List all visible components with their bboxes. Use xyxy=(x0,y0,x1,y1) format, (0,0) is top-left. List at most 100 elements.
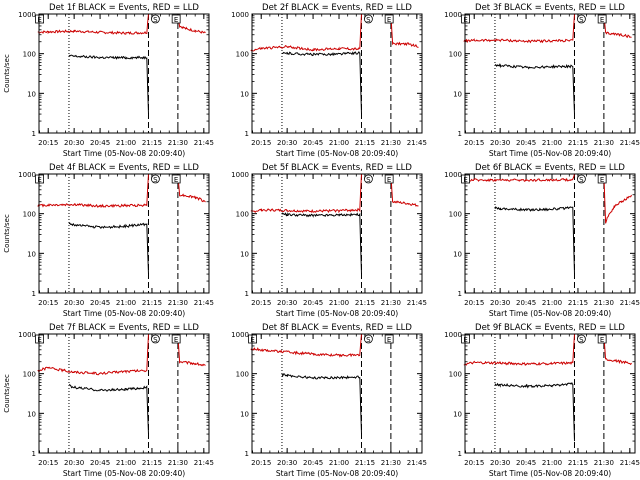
x-tick-label: 21:00 xyxy=(116,459,136,467)
annotation-label: E xyxy=(37,16,41,24)
y-tick-label: 1 xyxy=(32,290,36,298)
annotation-label: E xyxy=(37,336,41,344)
x-tick-label: 20:15 xyxy=(38,299,58,307)
annotation-label: E xyxy=(463,336,467,344)
annotation-label: E xyxy=(250,336,254,344)
series-line-black xyxy=(281,211,362,275)
y-tick-label: 1 xyxy=(245,450,249,458)
series-line-black xyxy=(494,62,575,115)
y-tick-label: 1 xyxy=(32,450,36,458)
annotation-label: S xyxy=(579,336,584,344)
y-tick-label: 10 xyxy=(240,90,249,98)
x-axis-label: Start Time (05-Nov-08 20:09:40) xyxy=(489,149,611,158)
plot-frame xyxy=(38,333,210,454)
annotation-label: E xyxy=(600,176,604,184)
x-tick-label: 21:45 xyxy=(194,459,214,467)
y-tick-label: 10 xyxy=(453,90,462,98)
y-tick-label: 1000 xyxy=(231,331,249,339)
series-line-red xyxy=(250,173,419,214)
plot-frame xyxy=(38,173,210,294)
x-tick-label: 20:15 xyxy=(38,139,58,147)
series-line-black xyxy=(281,50,362,115)
plot-frame xyxy=(251,173,423,294)
panel-6: Det 6f BLACK = Events, RED = LLD Start Ti… xyxy=(444,163,640,318)
panel-8: Det 8f BLACK = Events, RED = LLD Start Ti… xyxy=(231,323,427,478)
y-axis-label: Counts/sec xyxy=(3,214,11,253)
x-tick-label: 20:45 xyxy=(516,299,536,307)
y-tick-label: 1 xyxy=(245,130,249,138)
y-axis-label: Counts/sec xyxy=(3,54,11,93)
panel-7: Det 7f BLACK = Events, RED = LLD Start Ti… xyxy=(3,323,214,478)
x-axis-label: Start Time (05-Nov-08 20:09:40) xyxy=(63,149,185,158)
x-axis-label: Start Time (05-Nov-08 20:09:40) xyxy=(63,469,185,478)
panel-title: Det 5f BLACK = Events, RED = LLD xyxy=(262,163,412,173)
x-tick-label: 20:45 xyxy=(303,459,323,467)
y-tick-label: 100 xyxy=(449,371,462,379)
annotation-box xyxy=(597,334,607,344)
x-tick-label: 20:30 xyxy=(64,299,84,307)
annotation-box xyxy=(171,334,181,344)
y-tick-label: 1000 xyxy=(18,11,36,19)
annotation-box xyxy=(35,14,44,24)
x-tick-label: 20:15 xyxy=(251,459,271,467)
x-tick-label: 21:15 xyxy=(568,299,588,307)
x-tick-label: 20:30 xyxy=(64,139,84,147)
y-tick-label: 100 xyxy=(236,211,249,219)
y-tick-label: 1000 xyxy=(444,331,462,339)
annotation-label: E xyxy=(174,176,178,184)
x-tick-label: 21:45 xyxy=(620,459,640,467)
annotation-label: E xyxy=(174,336,178,344)
x-tick-label: 21:00 xyxy=(116,139,136,147)
annotation-label: E xyxy=(463,16,467,24)
x-tick-label: 20:45 xyxy=(516,139,536,147)
x-tick-label: 20:45 xyxy=(90,299,110,307)
annotation-label: S xyxy=(153,16,158,24)
x-tick-label: 20:15 xyxy=(464,139,484,147)
x-tick-label: 21:45 xyxy=(620,299,640,307)
x-tick-label: 21:30 xyxy=(594,139,614,147)
series-line-black xyxy=(68,384,149,435)
annotation-box xyxy=(35,174,44,184)
x-tick-label: 21:15 xyxy=(142,459,162,467)
x-tick-label: 21:00 xyxy=(329,459,349,467)
annotation-box xyxy=(461,334,470,344)
x-tick-label: 21:30 xyxy=(168,299,188,307)
y-tick-label: 1000 xyxy=(231,11,249,19)
annotation-label: E xyxy=(387,176,391,184)
annotation-label: S xyxy=(366,176,371,184)
annotation-box xyxy=(577,174,586,184)
y-tick-label: 10 xyxy=(453,410,462,418)
x-tick-label: 20:15 xyxy=(38,459,58,467)
y-tick-label: 1000 xyxy=(444,11,462,19)
annotation-label: E xyxy=(600,336,604,344)
x-tick-label: 21:00 xyxy=(542,459,562,467)
y-tick-label: 100 xyxy=(236,51,249,59)
y-tick-label: 1000 xyxy=(231,171,249,179)
x-tick-label: 21:30 xyxy=(381,139,401,147)
annotation-label: E xyxy=(600,16,604,24)
x-axis-label: Start Time (05-Nov-08 20:09:40) xyxy=(489,309,611,318)
x-axis-label: Start Time (05-Nov-08 20:09:40) xyxy=(276,149,398,158)
annotation-box xyxy=(577,334,586,344)
y-tick-label: 1 xyxy=(458,450,462,458)
x-tick-label: 21:15 xyxy=(568,139,588,147)
panel-title: Det 6f BLACK = Events, RED = LLD xyxy=(475,163,625,173)
series-line-black xyxy=(494,381,575,442)
x-tick-label: 21:45 xyxy=(620,139,640,147)
series-line-black xyxy=(281,373,362,435)
annotation-box xyxy=(364,334,373,344)
x-tick-label: 21:45 xyxy=(194,299,214,307)
plot-frame xyxy=(251,13,423,134)
x-tick-label: 20:30 xyxy=(490,139,510,147)
x-tick-label: 21:30 xyxy=(381,459,401,467)
annotation-label: S xyxy=(153,176,158,184)
y-tick-label: 1000 xyxy=(444,171,462,179)
x-axis-label: Start Time (05-Nov-08 20:09:40) xyxy=(489,469,611,478)
series-line-black xyxy=(68,54,149,115)
panel-title: Det 2f BLACK = Events, RED = LLD xyxy=(262,3,412,13)
y-tick-label: 1000 xyxy=(18,331,36,339)
annotation-box xyxy=(597,174,607,184)
y-tick-label: 10 xyxy=(240,250,249,258)
